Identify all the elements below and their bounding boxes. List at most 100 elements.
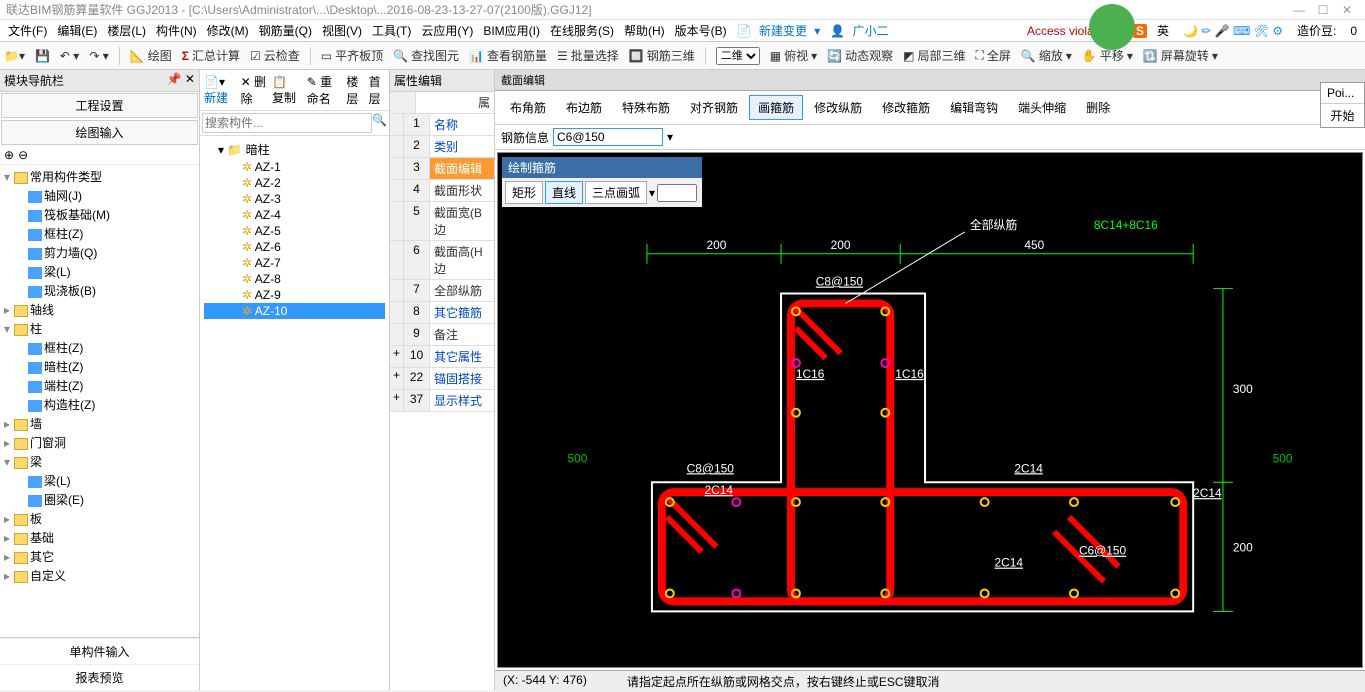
- tree-item[interactable]: ▸墙: [4, 414, 195, 433]
- draw-mode-btn[interactable]: 直线: [545, 181, 583, 204]
- canvas-tab[interactable]: 编辑弯钩: [941, 95, 1007, 120]
- menu-file[interactable]: 文件(F): [4, 20, 51, 41]
- tb-zoom[interactable]: 🔍 缩放 ▾: [1021, 47, 1072, 64]
- tree-item[interactable]: 圈梁(E): [4, 490, 195, 509]
- comp-del[interactable]: ✕ 删除: [241, 73, 266, 107]
- comp-new[interactable]: 📄▾新建: [204, 75, 235, 106]
- comp-item[interactable]: ✲ AZ-1: [204, 159, 385, 175]
- prop-row[interactable]: 2类别: [390, 136, 494, 158]
- tree-item[interactable]: ▾常用构件类型: [4, 167, 195, 186]
- nav-collapse-icon[interactable]: ⊖: [18, 148, 28, 162]
- tree-item[interactable]: 暗柱(Z): [4, 357, 195, 376]
- tb-batchsel[interactable]: ☰ 批量选择: [557, 47, 619, 64]
- draw-mode-btn[interactable]: 三点画弧: [585, 181, 647, 204]
- tb-screenrot[interactable]: 🔃 屏幕旋转 ▾: [1143, 47, 1218, 64]
- tree-item[interactable]: ▸轴线: [4, 300, 195, 319]
- tb-full[interactable]: ⛶ 全屏: [976, 47, 1011, 64]
- bottom-report[interactable]: 报表预览: [0, 664, 199, 690]
- nav-expand-icon[interactable]: ⊕: [4, 148, 14, 162]
- tb-undo[interactable]: ↶ ▾: [60, 49, 79, 63]
- tree-item[interactable]: ▸其它: [4, 547, 195, 566]
- drawing-canvas[interactable]: 绘制箍筋 矩形直线三点画弧▾ 200 200 450: [497, 152, 1363, 668]
- tree-item[interactable]: ▸板: [4, 509, 195, 528]
- canvas-tab[interactable]: 端头伸缩: [1009, 95, 1075, 120]
- prop-row[interactable]: +37显示样式: [390, 390, 494, 412]
- tb-sum[interactable]: Σ 汇总计算: [182, 47, 240, 64]
- popup-start[interactable]: 开始: [1321, 103, 1364, 127]
- prop-row[interactable]: 6截面高(H边: [390, 241, 494, 280]
- tree-item[interactable]: 构造柱(Z): [4, 395, 195, 414]
- menu-modify[interactable]: 修改(M): [203, 20, 253, 41]
- menu-new-change[interactable]: 📄 新建变更 ▾: [733, 20, 825, 41]
- tree-item[interactable]: ▸基础: [4, 528, 195, 547]
- menu-version[interactable]: 版本号(B): [671, 20, 731, 41]
- menu-help[interactable]: 帮助(H): [620, 20, 669, 41]
- min-button[interactable]: —: [1287, 3, 1311, 17]
- tb-open[interactable]: 📁▾: [4, 49, 25, 63]
- canvas-tab[interactable]: 删除: [1077, 95, 1119, 120]
- tb-steelqty[interactable]: 📊 查看钢筋量: [469, 47, 547, 64]
- prop-row[interactable]: +22锚固搭接: [390, 368, 494, 390]
- prop-row[interactable]: 1名称: [390, 114, 494, 136]
- tree-item[interactable]: ▾柱: [4, 319, 195, 338]
- tb-save[interactable]: 💾: [35, 49, 50, 63]
- tb-cloudcheck[interactable]: ☑ 云检查: [250, 47, 300, 64]
- canvas-tab[interactable]: 特殊布筋: [613, 95, 679, 120]
- comp-item[interactable]: ✲ AZ-5: [204, 223, 385, 239]
- prop-row[interactable]: +10其它属性: [390, 346, 494, 368]
- tb-draw[interactable]: 📐 绘图: [130, 47, 172, 64]
- menu-view[interactable]: 视图(V): [318, 20, 366, 41]
- menu-tool[interactable]: 工具(T): [368, 20, 415, 41]
- menu-cloud[interactable]: 云应用(Y): [417, 20, 477, 41]
- comp-item[interactable]: ✲ AZ-7: [204, 255, 385, 271]
- canvas-tab[interactable]: 对齐钢筋: [681, 95, 747, 120]
- comp-copy[interactable]: 📋 复制: [272, 75, 301, 106]
- section-draw[interactable]: 绘图输入: [1, 120, 198, 145]
- comp-search-input[interactable]: [202, 113, 372, 133]
- tree-item[interactable]: 筏板基础(M): [4, 205, 195, 224]
- menu-edit[interactable]: 编辑(E): [53, 20, 101, 41]
- menu-online[interactable]: 在线服务(S): [546, 20, 618, 41]
- canvas-tab[interactable]: 修改箍筋: [873, 95, 939, 120]
- menu-rebar[interactable]: 钢筋量(Q): [255, 20, 316, 41]
- view-select[interactable]: 二维: [716, 47, 760, 65]
- menu-component[interactable]: 构件(N): [152, 20, 201, 41]
- canvas-tab[interactable]: 布边筋: [557, 95, 611, 120]
- comp-floor[interactable]: 楼层: [346, 73, 362, 107]
- tb-find[interactable]: 🔍 查找图元: [393, 47, 459, 64]
- tb-redo[interactable]: ↷ ▾: [89, 49, 108, 63]
- tree-item[interactable]: ▸门窗洞: [4, 433, 195, 452]
- rebar-value-input[interactable]: [553, 128, 663, 146]
- tb-flattop[interactable]: ▭ 平齐板顶: [321, 47, 383, 64]
- prop-row[interactable]: 8其它箍筋: [390, 302, 494, 324]
- draw-mode-btn[interactable]: 矩形: [505, 181, 543, 204]
- search-icon[interactable]: 🔍: [372, 113, 387, 133]
- prop-row[interactable]: 9备注: [390, 324, 494, 346]
- comp-item[interactable]: ✲ AZ-6: [204, 239, 385, 255]
- max-button[interactable]: ☐: [1311, 3, 1335, 17]
- menu-xiaoer[interactable]: 👤 广小二: [826, 20, 896, 41]
- tree-item[interactable]: 轴网(J): [4, 186, 195, 205]
- tree-item[interactable]: 梁(L): [4, 471, 195, 490]
- canvas-tab[interactable]: 布角筋: [501, 95, 555, 120]
- draw-dropdown-icon[interactable]: ▾: [649, 186, 655, 200]
- prop-row[interactable]: 5截面宽(B边: [390, 202, 494, 241]
- comp-item[interactable]: ✲ AZ-4: [204, 207, 385, 223]
- nav-pin-icon[interactable]: 📌 ✕: [167, 72, 195, 89]
- tb-dyn[interactable]: 🔄 动态观察: [827, 47, 893, 64]
- bottom-single-input[interactable]: 单构件输入: [0, 638, 199, 664]
- tb-persp[interactable]: ▦ 俯视 ▾: [770, 47, 817, 64]
- tree-item[interactable]: 剪力墙(Q): [4, 243, 195, 262]
- comp-item[interactable]: ✲ AZ-8: [204, 271, 385, 287]
- comp-item[interactable]: ✲ AZ-10: [204, 303, 385, 319]
- comp-rename[interactable]: ✎ 重命名: [307, 73, 341, 107]
- tree-item[interactable]: 现浇板(B): [4, 281, 195, 300]
- tree-item[interactable]: 框柱(Z): [4, 338, 195, 357]
- tree-item[interactable]: 梁(L): [4, 262, 195, 281]
- comp-home[interactable]: 首层: [369, 73, 385, 107]
- tree-item[interactable]: 框柱(Z): [4, 224, 195, 243]
- prop-row[interactable]: 7全部纵筋: [390, 280, 494, 302]
- comp-item[interactable]: ✲ AZ-9: [204, 287, 385, 303]
- comp-root[interactable]: ▾ 📁 暗柱: [204, 140, 385, 159]
- prop-row[interactable]: 4截面形状: [390, 180, 494, 202]
